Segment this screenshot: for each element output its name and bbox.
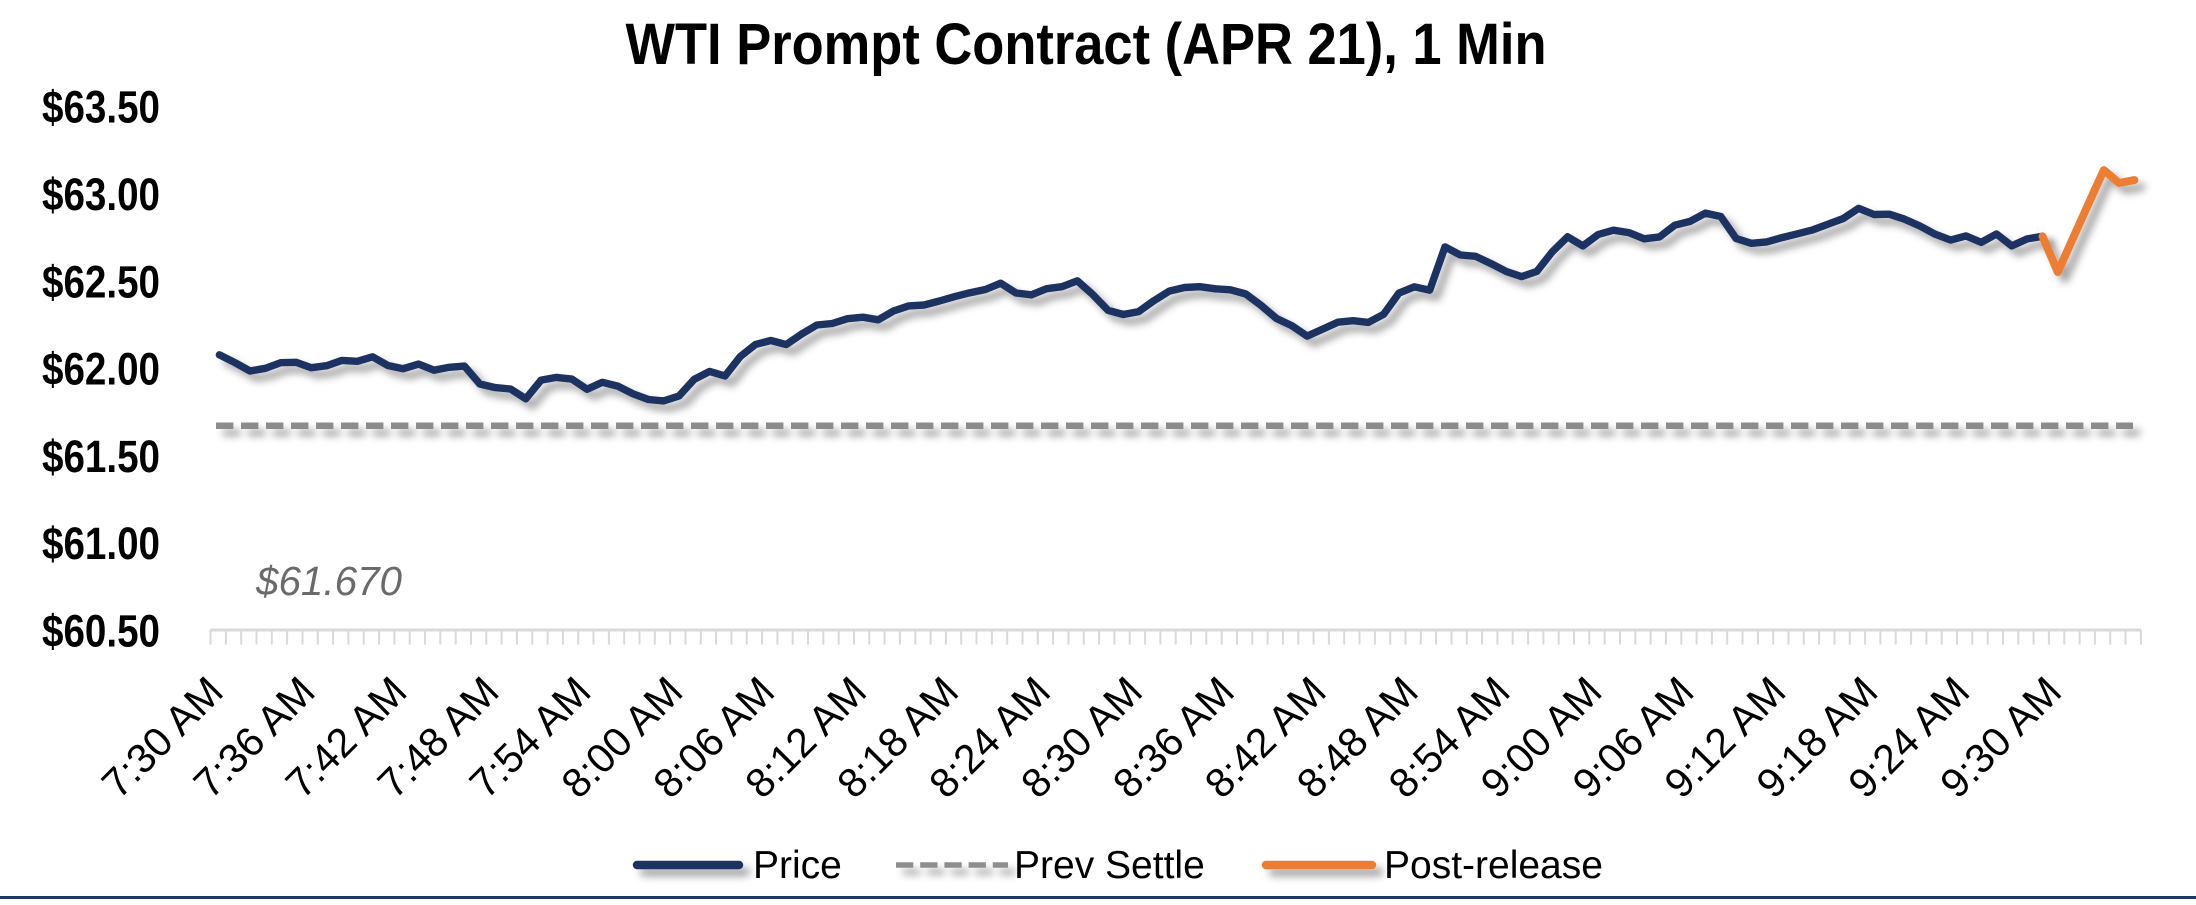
svg-text:$62.00: $62.00	[42, 344, 160, 395]
svg-text:Prev Settle: Prev Settle	[1014, 844, 1205, 887]
svg-text:$61.670: $61.670	[255, 558, 402, 604]
svg-text:Price: Price	[753, 844, 842, 887]
svg-text:$61.00: $61.00	[42, 518, 160, 569]
svg-text:$60.50: $60.50	[42, 606, 160, 657]
svg-text:$63.00: $63.00	[42, 169, 160, 220]
svg-text:$61.50: $61.50	[42, 431, 160, 482]
svg-text:$63.50: $63.50	[42, 82, 160, 133]
svg-text:Post-release: Post-release	[1384, 844, 1603, 887]
svg-text:WTI Prompt Contract (APR 21),: WTI Prompt Contract (APR 21), 1 Min	[626, 12, 1547, 77]
svg-text:$62.50: $62.50	[42, 256, 160, 307]
